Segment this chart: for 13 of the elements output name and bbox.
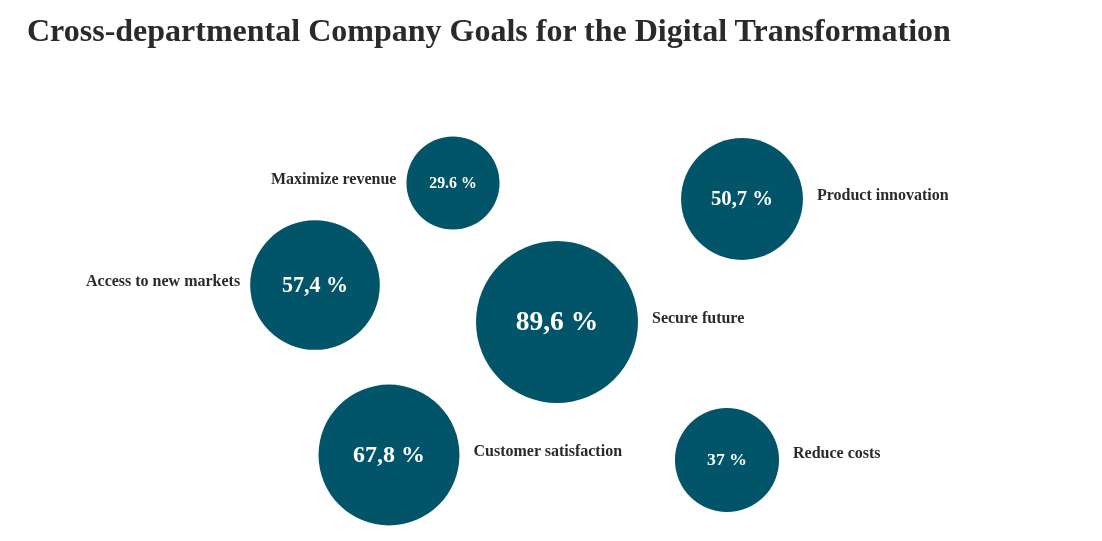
category-label: Maximize revenue bbox=[271, 170, 397, 187]
category-label: Secure future bbox=[652, 309, 745, 326]
category-label: Customer satisfaction bbox=[473, 442, 623, 459]
data-label: 57,4 % bbox=[281, 272, 349, 297]
data-label: 29.6 % bbox=[429, 174, 477, 191]
data-label: 89,6 % bbox=[515, 305, 599, 336]
data-label: 67,8 % bbox=[353, 441, 425, 467]
category-label: Product innovation bbox=[816, 186, 949, 203]
category-label: Access to new markets bbox=[85, 272, 241, 289]
category-label: Reduce costs bbox=[793, 444, 881, 461]
data-label: 37 % bbox=[707, 449, 747, 469]
text: Cross-departmental Company Goals for the Digital Transformation bbox=[27, 12, 952, 48]
data-label: 50,7 % bbox=[710, 187, 774, 209]
